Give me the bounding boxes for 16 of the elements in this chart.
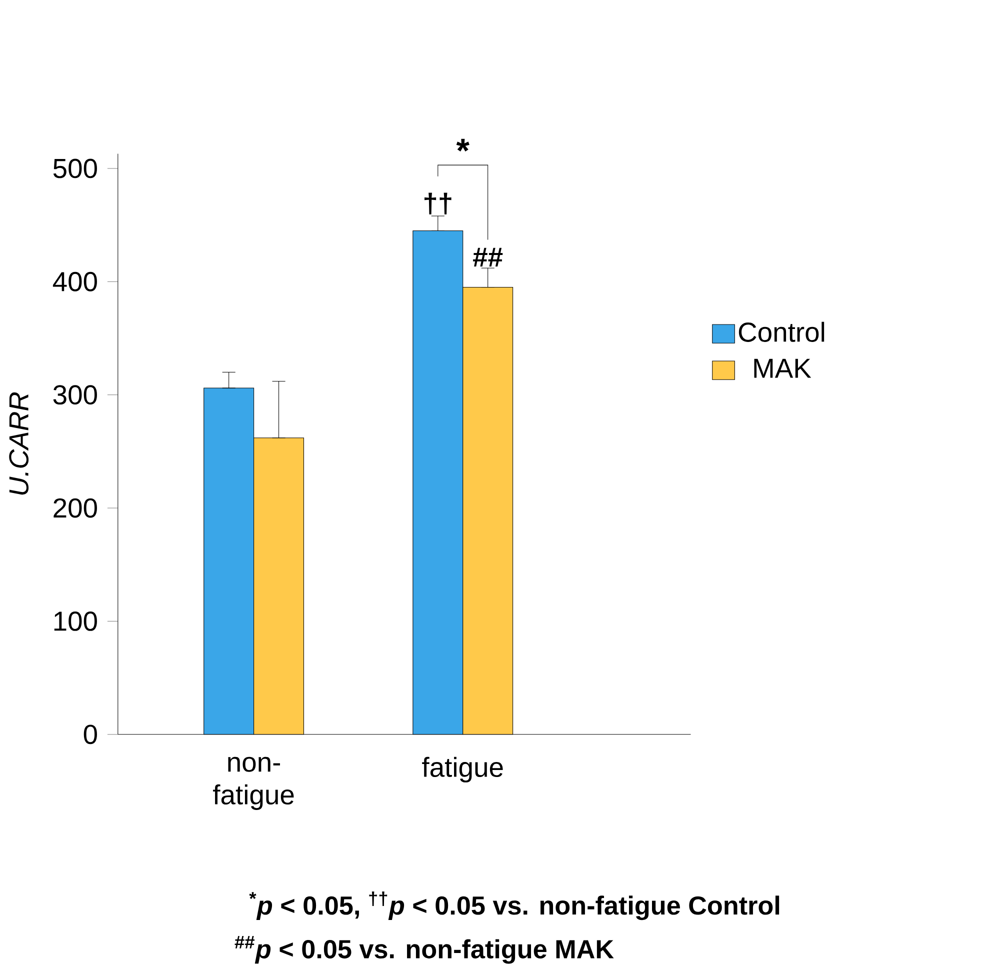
y-tick-label: 200 (54, 498, 97, 518)
y-tick-label: 300 (53, 385, 97, 404)
y-tick-label: 400 (52, 272, 97, 292)
y-tick-label: 100 (54, 611, 97, 631)
y-axis-title: U.CARR (9, 392, 29, 494)
text: * (456, 138, 470, 152)
legend-label: Control (738, 322, 824, 342)
y-tick-label: 500 (53, 158, 97, 178)
y-tick-label: 0 (84, 724, 97, 744)
text: $^{*}$p < 0.05, $^{††}$p < 0.05 vs. non-fatigue Control (249, 891, 780, 920)
annotation: ## (473, 248, 503, 266)
x-tick-label: non-fatigue (213, 756, 294, 810)
legend-label: MAK (754, 358, 812, 378)
annotation: †† (424, 192, 452, 214)
x-tick-label: fatigue (422, 756, 503, 782)
text: $^{##}$p < 0.05 vs. non-fatigue MAK (234, 936, 614, 964)
